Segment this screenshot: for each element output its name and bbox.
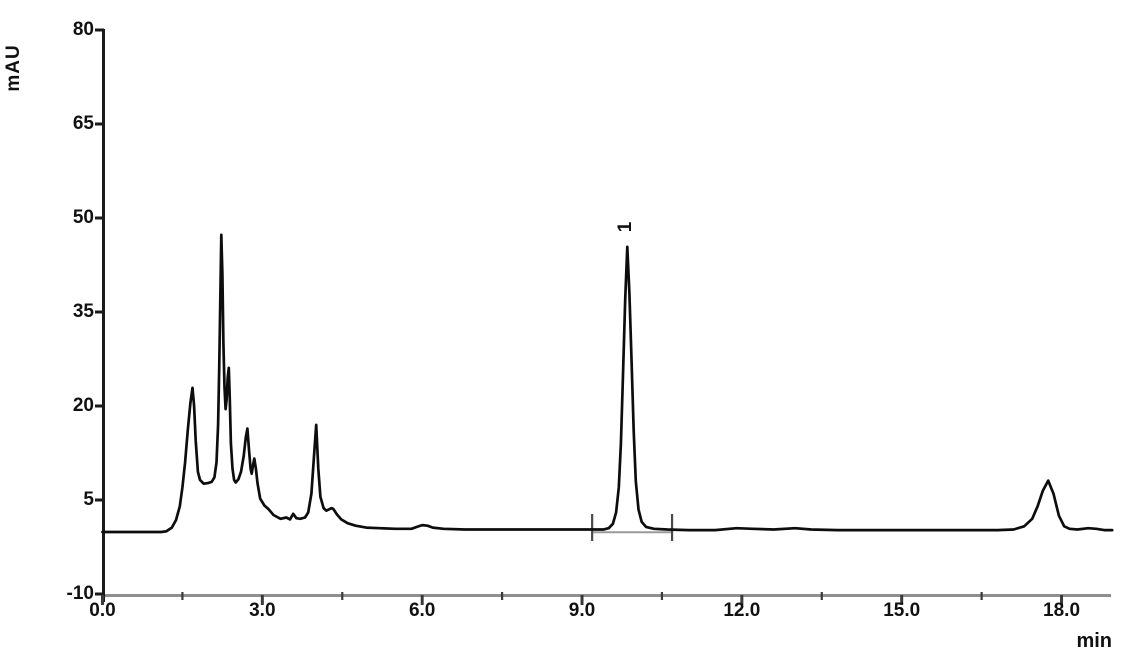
y-tick-label: 80	[72, 18, 94, 40]
x-tick-label: 18.0	[1043, 600, 1081, 621]
signal-trace	[101, 233, 1114, 534]
y-tick-label: -10	[66, 583, 94, 604]
x-tick-label: 6.0	[408, 600, 436, 621]
x-tick-label: 3.0	[249, 600, 276, 621]
x-axis-title: min	[1076, 630, 1112, 652]
y-tick-label: 5	[83, 488, 94, 510]
x-tick-label: 15.0	[883, 600, 921, 621]
peak-label: 1	[615, 221, 636, 233]
y-tick-label: 65	[72, 112, 94, 134]
y-tick-label: 20	[72, 394, 94, 416]
y-tick-label: 50	[72, 206, 94, 228]
y-axis-title: mAU	[3, 44, 24, 92]
x-tick-label: 12.0	[723, 600, 761, 621]
y-tick-label: 35	[72, 300, 94, 322]
x-tick-label: 9.0	[568, 600, 596, 621]
x-tick-label: 0.0	[89, 600, 116, 621]
